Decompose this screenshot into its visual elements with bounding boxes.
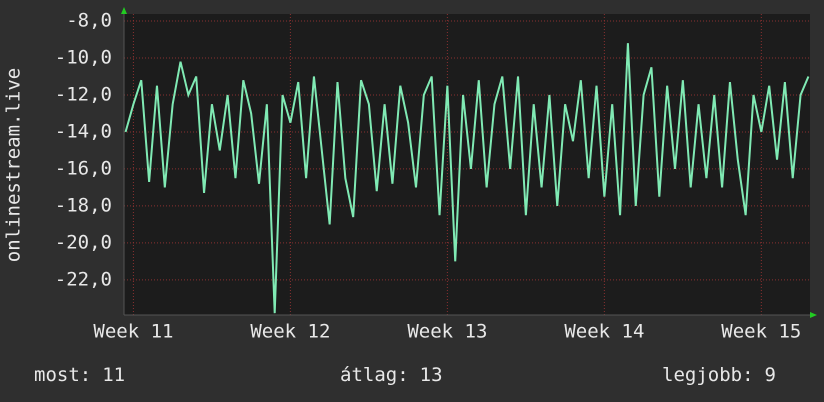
y-tick-label: -12,0 [55,83,112,105]
y-tick-label: -10,0 [55,47,112,69]
stat-label: legjobb: [662,364,754,386]
stat: most: 11 [34,364,125,386]
stat: átlag: 13 [340,364,443,386]
y-tick-label: -14,0 [55,120,112,142]
y-arrow [121,7,127,14]
stat: legjobb: 9 [662,364,776,386]
x-tick-label: Week 12 [250,321,330,343]
y-tick-label: -8,0 [66,10,112,32]
stat-value: 11 [102,364,125,386]
x-tick-label: Week 13 [407,321,487,343]
x-tick-label: Week 11 [93,321,173,343]
plot-area [124,14,810,315]
x-tick-label: Week 14 [564,321,644,343]
stat-value: 13 [420,364,443,386]
y-tick-label: -18,0 [55,194,112,216]
y-tick-label: -20,0 [55,231,112,253]
x-tick-label: Week 15 [721,321,801,343]
data-line [124,43,810,314]
stat-label: most: [34,364,91,386]
y-tick-label: -22,0 [55,268,112,290]
y-tick-label: -16,0 [55,157,112,179]
stat-value: 9 [765,364,776,386]
x-arrow [810,312,817,318]
y-axis-label: onlinestream.live [3,68,25,262]
stat-label: átlag: [340,364,409,386]
